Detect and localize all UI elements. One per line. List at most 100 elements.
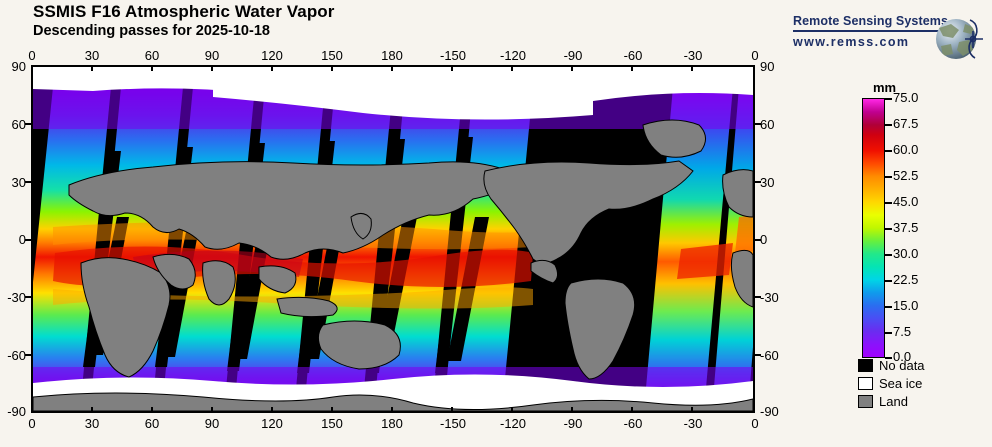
tick-bottom-neg150 xyxy=(451,407,453,413)
colorbar-label-67p5: 67.5 xyxy=(893,116,919,131)
tick-right-30 xyxy=(755,181,761,183)
axis-right-tick-60: 60 xyxy=(760,117,775,132)
colorbar-tick-7p5 xyxy=(885,332,892,334)
axis-top-tick-neg30: -30 xyxy=(683,48,703,63)
tick-top-90 xyxy=(211,65,213,71)
colorbar-label-52p5: 52.5 xyxy=(893,168,919,183)
page-subtitle: Descending passes for 2025-10-18 xyxy=(33,23,270,39)
remss-logo[interactable]: Remote Sensing Systems www.remss.com xyxy=(793,10,988,68)
title-block: SSMIS F16 Atmospheric Water Vapor Descen… xyxy=(33,2,335,40)
axis-left-tick-neg90: -90 xyxy=(7,404,26,419)
tick-left-60 xyxy=(25,123,31,125)
legend-item-sea-ice: Sea ice xyxy=(858,375,925,392)
axis-bottom-tick-30: 30 xyxy=(84,416,100,431)
water-vapor-map xyxy=(33,67,753,411)
colorbar-label-15: 15.0 xyxy=(893,298,919,313)
axis-bottom-tick-60: 60 xyxy=(144,416,160,431)
logo-text: Remote Sensing Systems www.remss.com xyxy=(793,14,948,49)
colorbar-unit-label: mm xyxy=(873,80,897,95)
axis-bottom-tick-neg90: -90 xyxy=(563,416,583,431)
legend-item-land: Land xyxy=(858,393,925,410)
axis-bottom-tick-neg150: -150 xyxy=(439,416,467,431)
colorbar-label-60: 60.0 xyxy=(893,142,919,157)
map-legend: No data Sea ice Land xyxy=(858,357,925,411)
axis-right-tick-neg60: -60 xyxy=(760,348,779,363)
tick-bottom-neg30 xyxy=(691,407,693,413)
axis-left-tick-90: 90 xyxy=(11,59,26,74)
axis-top-tick-120: 120 xyxy=(261,48,283,63)
axis-left-tick-30: 30 xyxy=(11,175,26,190)
logo-divider xyxy=(793,30,945,32)
colorbar-label-30: 30.0 xyxy=(893,246,919,261)
tick-top-neg30 xyxy=(691,65,693,71)
tick-bottom-180 xyxy=(391,407,393,413)
axis-bottom-tick-360: 0 xyxy=(751,416,759,431)
tick-bottom-neg60 xyxy=(631,407,633,413)
tick-top-60 xyxy=(151,65,153,71)
colorbar-tick-67p5 xyxy=(885,124,892,126)
colorbar-label-75: 75.0 xyxy=(893,90,919,105)
colorbar[interactable] xyxy=(862,98,885,358)
logo-website-url: www.remss.com xyxy=(793,34,910,49)
axis-top-tick-30: 30 xyxy=(84,48,100,63)
axis-left-tick-0: 0 xyxy=(18,232,26,247)
axis-top-tick-90: 90 xyxy=(204,48,220,63)
axis-top-tick-180: 180 xyxy=(381,48,403,63)
page-title: SSMIS F16 Atmospheric Water Vapor xyxy=(33,2,335,21)
axis-top-tick-neg60: -60 xyxy=(623,48,643,63)
axis-top-tick-neg120: -120 xyxy=(499,48,527,63)
tick-right-neg30 xyxy=(755,296,761,298)
axis-bottom-tick-neg30: -30 xyxy=(683,416,703,431)
colorbar-label-7p5: 7.5 xyxy=(893,324,912,339)
axis-bottom-tick-150: 150 xyxy=(321,416,343,431)
legend-label-no-data: No data xyxy=(879,358,925,373)
tick-top-30 xyxy=(91,65,93,71)
legend-swatch-sea-ice xyxy=(858,377,873,390)
colorbar-tick-52p5 xyxy=(885,176,892,178)
axis-bottom-tick-neg120: -120 xyxy=(499,416,527,431)
colorbar-tick-22p5 xyxy=(885,280,892,282)
colorbar-tick-60 xyxy=(885,150,892,152)
tick-bottom-150 xyxy=(331,407,333,413)
axis-top-tick-neg150: -150 xyxy=(439,48,467,63)
colorbar-label-0: 0.0 xyxy=(893,349,912,364)
colorbar-tick-0 xyxy=(885,357,892,359)
legend-label-land: Land xyxy=(879,394,908,409)
axis-top-tick-150: 150 xyxy=(321,48,343,63)
axis-right-tick-neg90: -90 xyxy=(760,404,779,419)
colorbar-label-37p5: 37.5 xyxy=(893,220,919,235)
logo-organization-name: Remote Sensing Systems xyxy=(793,14,949,28)
legend-item-no-data: No data xyxy=(858,357,925,374)
colorbar-tick-75 xyxy=(885,98,892,100)
axis-right-tick-90: 90 xyxy=(760,59,775,74)
axis-bottom-tick-180: 180 xyxy=(381,416,403,431)
colorbar-label-45: 45.0 xyxy=(893,194,919,209)
land-region xyxy=(33,119,753,411)
tick-top-neg60 xyxy=(631,65,633,71)
tick-right-0 xyxy=(755,239,761,241)
tick-bottom-neg120 xyxy=(511,407,513,413)
axis-right-tick-0: 0 xyxy=(760,232,768,247)
axis-left-tick-neg60: -60 xyxy=(7,348,26,363)
legend-swatch-land xyxy=(858,395,873,408)
axis-bottom-tick-0: 0 xyxy=(28,416,36,431)
axis-right-tick-neg30: -30 xyxy=(760,290,779,305)
colorbar-tick-45 xyxy=(885,202,892,204)
tick-bottom-neg90 xyxy=(571,407,573,413)
colorbar-tick-37p5 xyxy=(885,228,892,230)
axis-left-tick-neg30: -30 xyxy=(7,290,26,305)
map-plot-area[interactable] xyxy=(31,65,755,413)
colorbar-gradient xyxy=(863,99,884,357)
tick-top-120 xyxy=(271,65,273,71)
axis-left-tick-60: 60 xyxy=(11,117,26,132)
axis-bottom-tick-neg60: -60 xyxy=(623,416,643,431)
axis-top-tick-360: 0 xyxy=(751,48,759,63)
tick-bottom-120 xyxy=(271,407,273,413)
globe-icon xyxy=(936,19,983,59)
legend-label-sea-ice: Sea ice xyxy=(879,376,923,391)
colorbar-tick-30 xyxy=(885,254,892,256)
tick-top-180 xyxy=(391,65,393,71)
tick-top-neg90 xyxy=(571,65,573,71)
tick-bottom-90 xyxy=(211,407,213,413)
tick-right-60 xyxy=(755,123,761,125)
